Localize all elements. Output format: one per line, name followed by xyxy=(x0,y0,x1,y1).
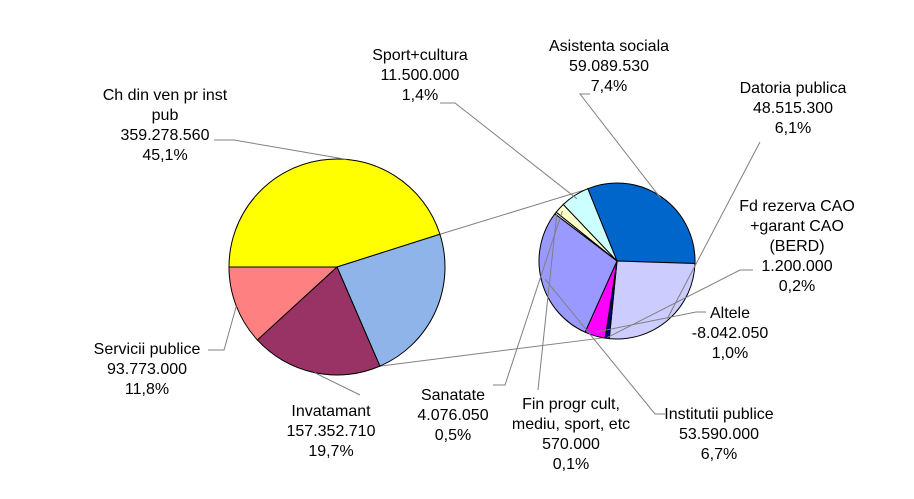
secondary-pie-slice-institutii xyxy=(538,213,618,333)
label-servicii-name-0: Servicii publice xyxy=(94,341,201,358)
leader-line-institutii xyxy=(544,278,665,415)
leader-line-altele xyxy=(595,311,706,333)
label-institutii: Institutii publice 53.590.000 6,7% xyxy=(664,406,773,463)
main-pie-slice-ch_din_ven xyxy=(228,158,441,268)
label-sanatate-value: 4.076.050 xyxy=(417,407,488,424)
label-ch_din_ven-value: 359.278.560 xyxy=(121,127,210,144)
label-sanatate-name-0: Sanatate xyxy=(421,387,485,404)
label-ch_din_ven-name-1: pub xyxy=(152,107,179,124)
label-datoria-percent: 6,1% xyxy=(775,120,811,137)
label-sport-name-0: Sport+cultura xyxy=(372,47,468,64)
label-servicii: Servicii publice 93.773.000 11,8% xyxy=(94,341,201,398)
label-ch_din_ven: Ch din ven pr inst pub 359.278.560 45,1% xyxy=(103,87,228,164)
label-fin_progr-name-0: Fin progr cult, xyxy=(522,396,620,413)
label-sport-value: 11.500.000 xyxy=(381,67,460,84)
label-datoria-value: 48.515.300 xyxy=(753,100,833,117)
label-fd_rezerva-percent: 0,2% xyxy=(779,278,815,295)
leader-lines xyxy=(208,93,761,415)
label-fd_rezerva-name-2: (BERD) xyxy=(769,238,824,255)
label-sport-percent: 1,4% xyxy=(402,87,438,104)
connector-line-bottom xyxy=(379,337,604,367)
label-fin_progr: Fin progr cult, mediu, sport, etc 570.000 0… xyxy=(512,396,630,473)
label-sport: Sport+cultura 11.500.000 1,4% xyxy=(372,47,468,104)
label-institutii-name-0: Institutii publice xyxy=(664,406,773,423)
label-asistenta-percent: 7,4% xyxy=(591,78,627,95)
leader-line-sport xyxy=(440,102,578,200)
data-labels: Ch din ven pr inst pub 359.278.560 45,1% Inv… xyxy=(94,38,855,473)
secondary-pie-slice-sport xyxy=(562,188,618,262)
label-fd_rezerva-value: 1.200.000 xyxy=(761,258,832,275)
label-datoria: Datoria publica 48.515.300 6,1% xyxy=(740,80,847,137)
secondary-pie xyxy=(538,182,696,340)
main-pie xyxy=(228,158,446,376)
label-ch_din_ven-name-0: Ch din ven pr inst xyxy=(103,87,228,104)
leader-line-sanatate xyxy=(493,210,563,386)
label-fin_progr-percent: 0,1% xyxy=(553,456,589,473)
leader-line-fin_progr xyxy=(537,213,558,391)
label-servicii-percent: 11,8% xyxy=(125,381,169,398)
label-altele-name-0: Altele xyxy=(710,305,750,322)
leader-line-invatamant xyxy=(314,372,361,396)
label-altele-value: -8.042.050 xyxy=(692,325,769,342)
leader-line-asistenta xyxy=(578,93,662,199)
label-fin_progr-name-1: mediu, sport, etc xyxy=(512,416,630,433)
label-altele: Altele -8.042.050 1,0% xyxy=(692,305,769,362)
label-invatamant-name-0: Invatamant xyxy=(291,403,371,420)
leader-line-servicii xyxy=(208,305,237,351)
label-institutii-percent: 6,7% xyxy=(701,446,737,463)
main-pie-slice-other xyxy=(336,233,446,367)
label-asistenta-name-0: Asistenta sociala xyxy=(549,38,669,55)
label-asistenta: Asistenta sociala 59.089.530 7,4% xyxy=(549,38,669,95)
label-institutii-value: 53.590.000 xyxy=(679,426,759,443)
connector-line-top xyxy=(439,183,604,235)
leader-line-datoria xyxy=(666,141,761,319)
secondary-pie-slice-datoria xyxy=(608,260,696,340)
label-invatamant-value: 157.352.710 xyxy=(287,423,376,440)
secondary-pie-slice-asistenta xyxy=(587,182,696,265)
label-datoria-name-0: Datoria publica xyxy=(740,80,847,97)
label-sanatate-percent: 0,5% xyxy=(435,427,471,444)
label-sanatate: Sanatate 4.076.050 0,5% xyxy=(417,387,488,444)
label-fd_rezerva-name-0: Fd rezerva CAO xyxy=(739,198,855,215)
label-fin_progr-value: 570.000 xyxy=(542,436,600,453)
connector-lines xyxy=(379,183,604,367)
label-asistenta-value: 59.089.530 xyxy=(569,58,649,75)
label-invatamant-percent: 19,7% xyxy=(308,443,353,460)
label-fd_rezerva: Fd rezerva CAO +garant CAO (BERD) 1.200.000… xyxy=(739,198,855,295)
label-invatamant: Invatamant 157.352.710 19,7% xyxy=(287,403,376,460)
label-altele-percent: 1,0% xyxy=(712,345,748,362)
label-ch_din_ven-percent: 45,1% xyxy=(142,147,187,164)
leader-line-ch_din_ven xyxy=(214,139,347,160)
label-fd_rezerva-name-1: +garant CAO xyxy=(750,218,844,235)
label-servicii-value: 93.773.000 xyxy=(107,361,187,378)
leader-line-fd_rezerva xyxy=(607,269,753,339)
